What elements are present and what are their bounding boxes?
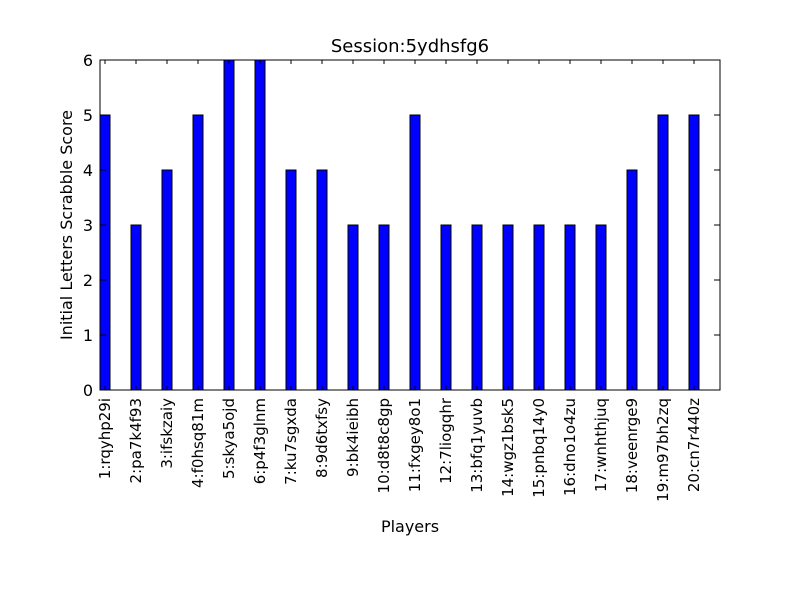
x-tick-label: 4:f0hsq81m	[189, 398, 207, 488]
bar-14	[502, 224, 514, 391]
y-tick-label: 1	[83, 326, 93, 345]
x-tick-label: 17:wnhthjuq	[592, 398, 610, 492]
x-tick-label: 9:bk4ieibh	[344, 398, 362, 477]
x-tick-label: 16:dno1o4zu	[561, 398, 579, 496]
bar-2	[130, 224, 142, 391]
chart-title: Session:5ydhsfg6	[331, 36, 489, 57]
x-tick-label: 2:pa7k4f93	[127, 398, 145, 483]
bar-7	[285, 169, 297, 391]
bar-17	[595, 224, 607, 391]
bar-9	[347, 224, 359, 391]
y-tick-label: 3	[83, 216, 93, 235]
x-tick-label: 14:wgz1bsk5	[499, 398, 517, 497]
y-tick-label: 5	[83, 106, 93, 125]
x-axis-label: Players	[381, 517, 439, 536]
ticks-group: 1:rqyhp29i 2:pa7k4f93 3:ifskzaiy 4:f0hsq81m…	[83, 51, 720, 502]
x-tick-label: 12:7liogqhr	[437, 397, 455, 484]
x-tick-label: 8:9d6txfsy	[313, 398, 331, 478]
bar-18	[626, 169, 638, 391]
y-axis-label: Initial Letters Scrabble Score	[57, 110, 76, 340]
bar-11	[409, 114, 421, 391]
x-tick-label: 6:p4f3glnm	[251, 398, 269, 484]
x-tick-label: 1:rqyhp29i	[96, 398, 114, 479]
x-tick-label: 19:m97bh2zq	[654, 398, 672, 502]
x-tick-label: 15:pnbq14y0	[530, 398, 548, 498]
x-tick-label: 10:d8t8c8gp	[375, 398, 393, 493]
y-tick-label: 6	[83, 51, 93, 70]
bar-1	[99, 114, 111, 391]
x-tick-label: 7:ku7sgxda	[282, 398, 300, 485]
bar-12	[440, 224, 452, 391]
bar-4	[192, 114, 204, 391]
bar-6	[254, 59, 266, 391]
plot-frame	[99, 59, 721, 391]
bar-15	[533, 224, 545, 391]
bar-20	[688, 114, 700, 391]
bar-13	[471, 224, 483, 391]
y-tick-label: 4	[83, 161, 93, 180]
x-tick-label: 13:bfq1yuvb	[468, 398, 486, 493]
bar-8	[316, 169, 328, 391]
bars-group	[99, 59, 700, 391]
x-tick-label: 5:skya5ojd	[220, 398, 238, 479]
y-tick-label: 0	[83, 381, 93, 400]
bar-16	[564, 224, 576, 391]
y-tick-label: 2	[83, 271, 93, 290]
x-tick-label: 11:fxgey8o1	[406, 398, 424, 492]
bar-3	[161, 169, 173, 391]
bar-19	[657, 114, 669, 391]
x-tick-label: 20:cn7r440z	[685, 398, 703, 492]
x-tick-label: 3:ifskzaiy	[158, 398, 176, 469]
x-tick-label: 18:veenrge9	[623, 398, 641, 493]
bar-10	[378, 224, 390, 391]
bar-5	[223, 59, 235, 391]
